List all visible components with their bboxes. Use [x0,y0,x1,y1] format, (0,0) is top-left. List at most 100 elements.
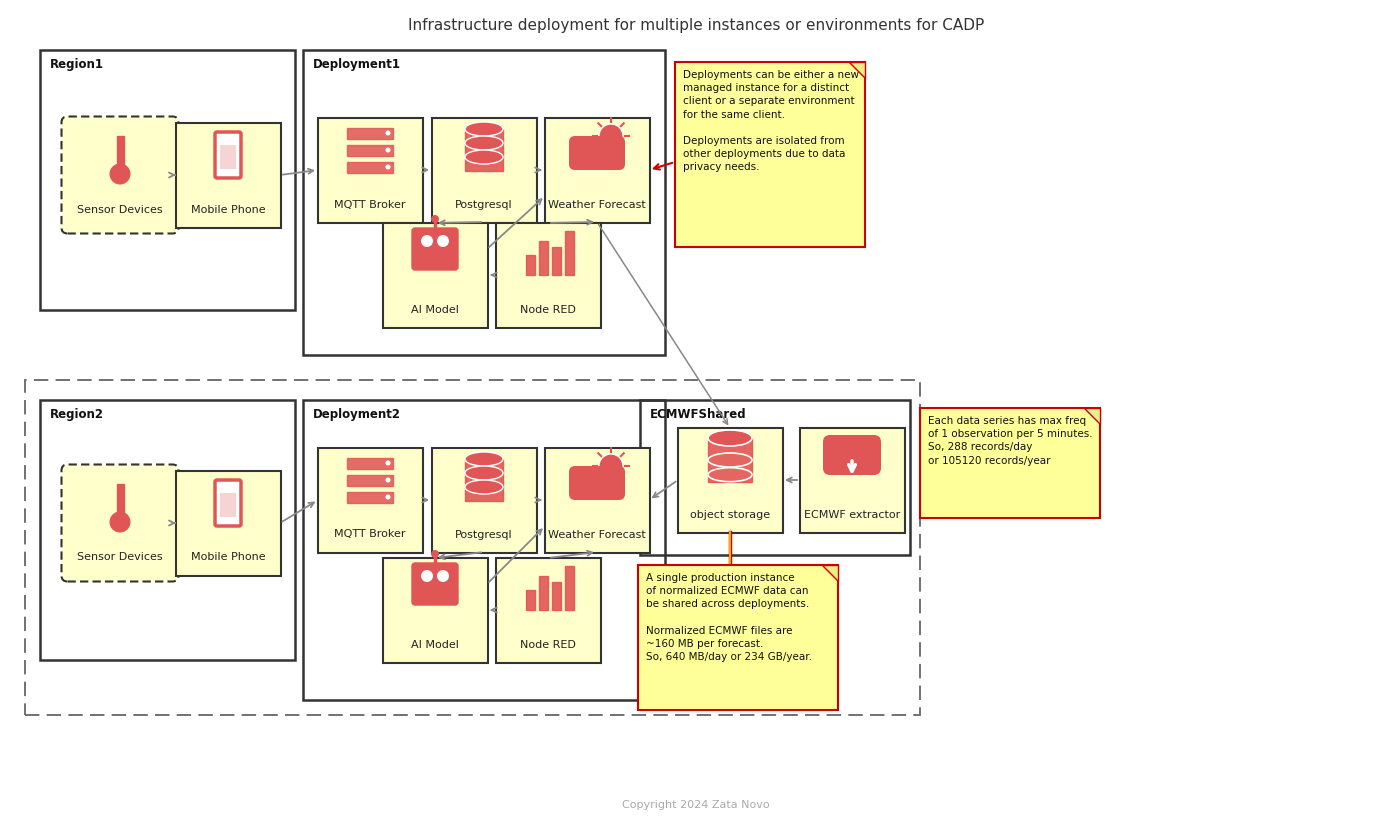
Bar [553,247,561,275]
Bar [303,400,665,700]
Text: AI Model: AI Model [411,305,459,315]
Text: Region2: Region2 [50,408,104,421]
FancyBboxPatch shape [412,563,458,605]
Text: AI Model: AI Model [411,639,459,649]
FancyBboxPatch shape [347,491,393,503]
Text: Weather Forecast: Weather Forecast [548,530,646,540]
Bar [553,582,561,610]
Text: ECMWF extractor: ECMWF extractor [803,509,901,519]
FancyBboxPatch shape [544,447,650,553]
FancyBboxPatch shape [638,565,838,710]
Bar [539,241,548,275]
FancyBboxPatch shape [496,558,600,662]
Bar [465,129,503,171]
Circle shape [599,454,624,478]
Circle shape [110,164,129,184]
FancyBboxPatch shape [412,228,458,270]
Bar [539,576,548,610]
Polygon shape [823,565,838,581]
Bar [565,566,574,610]
Text: object storage: object storage [690,509,770,519]
Text: Postgresql: Postgresql [455,199,512,209]
Circle shape [432,215,438,223]
FancyBboxPatch shape [347,457,393,469]
Bar [40,50,295,310]
FancyBboxPatch shape [432,118,536,222]
Circle shape [437,570,450,582]
FancyBboxPatch shape [569,466,625,500]
Circle shape [437,235,450,247]
Bar [526,590,535,610]
Circle shape [386,494,391,499]
Text: Infrastructure deployment for multiple instances or environments for CADP: Infrastructure deployment for multiple i… [408,18,984,33]
Text: Node RED: Node RED [521,639,576,649]
Ellipse shape [465,122,503,136]
Bar [117,136,124,174]
FancyBboxPatch shape [675,62,864,247]
Ellipse shape [465,150,503,164]
FancyBboxPatch shape [61,465,178,582]
Circle shape [386,165,391,170]
Text: Sensor Devices: Sensor Devices [77,204,163,214]
Bar [526,255,535,275]
FancyBboxPatch shape [383,222,487,327]
Text: MQTT Broker: MQTT Broker [334,530,405,540]
Text: Deployment1: Deployment1 [313,58,401,71]
Circle shape [386,477,391,483]
FancyBboxPatch shape [175,471,281,575]
Circle shape [599,124,624,148]
Bar [220,493,237,517]
Text: Weather Forecast: Weather Forecast [548,199,646,209]
Bar [25,380,920,715]
Text: Each data series has max freq
of 1 observation per 5 minutes.
So, 288 records/da: Each data series has max freq of 1 obser… [928,416,1093,466]
Bar [465,459,503,501]
Text: ECMWFShared: ECMWFShared [650,408,746,421]
FancyBboxPatch shape [347,475,393,485]
FancyBboxPatch shape [317,447,423,553]
Circle shape [386,147,391,152]
Text: Mobile Phone: Mobile Phone [191,204,266,214]
Polygon shape [849,62,864,78]
FancyBboxPatch shape [214,480,241,526]
Text: Region1: Region1 [50,58,104,71]
Circle shape [420,235,433,247]
FancyBboxPatch shape [347,162,393,172]
FancyBboxPatch shape [347,128,393,138]
FancyBboxPatch shape [347,144,393,156]
Bar [220,145,237,169]
Text: Copyright 2024 Zata Novo: Copyright 2024 Zata Novo [622,800,770,810]
Circle shape [386,461,391,466]
Ellipse shape [465,480,503,494]
Text: Mobile Phone: Mobile Phone [191,553,266,563]
FancyBboxPatch shape [175,123,281,227]
Bar [565,231,574,275]
FancyBboxPatch shape [799,428,905,532]
Text: MQTT Broker: MQTT Broker [334,199,405,209]
FancyBboxPatch shape [678,428,782,532]
Text: Node RED: Node RED [521,305,576,315]
FancyBboxPatch shape [61,116,178,233]
Ellipse shape [465,452,503,466]
Ellipse shape [465,136,503,150]
Ellipse shape [709,430,752,446]
Bar [40,400,295,660]
FancyBboxPatch shape [496,222,600,327]
FancyBboxPatch shape [569,136,625,170]
Polygon shape [1084,408,1100,424]
Circle shape [110,513,129,531]
FancyBboxPatch shape [823,435,881,475]
Bar [303,50,665,355]
FancyBboxPatch shape [214,132,241,178]
Ellipse shape [465,466,503,480]
FancyBboxPatch shape [383,558,487,662]
Text: Deployments can be either a new
managed instance for a distinct
client or a sepa: Deployments can be either a new managed … [683,70,859,172]
FancyBboxPatch shape [432,447,536,553]
FancyBboxPatch shape [317,118,423,222]
Circle shape [386,130,391,135]
Text: A single production instance
of normalized ECMWF data can
be shared across deplo: A single production instance of normaliz… [646,573,812,662]
FancyBboxPatch shape [544,118,650,222]
Circle shape [432,550,438,558]
Text: Sensor Devices: Sensor Devices [77,553,163,563]
Circle shape [420,570,433,582]
Bar [117,484,124,522]
